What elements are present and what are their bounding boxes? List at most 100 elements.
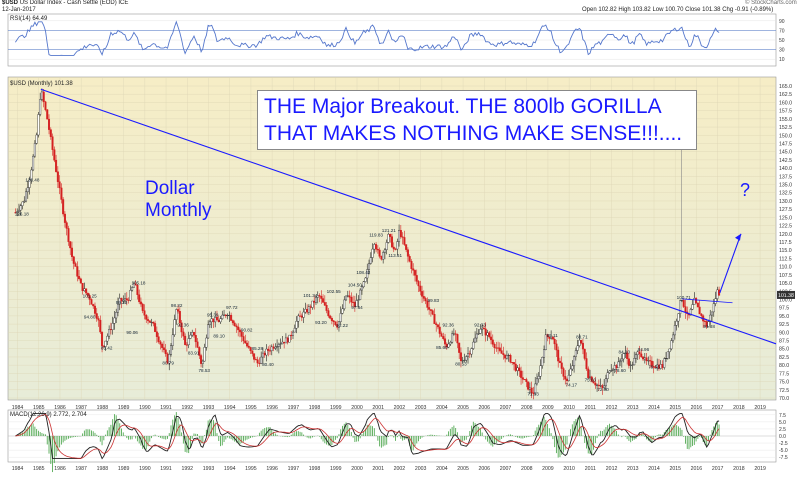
- candle-body: [116, 303, 119, 313]
- price-ytick-label: 70.0: [779, 396, 789, 402]
- candle-body: [698, 306, 701, 315]
- price-ytick-label: 127.5: [779, 207, 792, 213]
- candle-body: [415, 275, 418, 282]
- candle-body: [574, 350, 577, 357]
- candle-body: [596, 384, 599, 386]
- price-xtick-label: 1995: [245, 405, 257, 411]
- price-xtick-label: 2016: [691, 405, 703, 411]
- candle-body: [534, 383, 537, 395]
- price-xtick-label: 2000: [351, 405, 363, 411]
- candle-body: [32, 155, 35, 171]
- candle-body: [716, 289, 719, 299]
- candle-body: [375, 244, 378, 250]
- candle-body: [51, 136, 54, 150]
- candle-body: [58, 181, 61, 189]
- candle-body: [267, 348, 270, 351]
- candle-body: [429, 309, 432, 311]
- macd-xtick-label: 2016: [691, 466, 703, 472]
- candle-body: [447, 343, 450, 348]
- candle-body: [396, 241, 399, 250]
- candle-body: [610, 370, 613, 372]
- candle-body: [369, 257, 372, 264]
- candle-body: [228, 314, 231, 316]
- candle-body: [219, 318, 222, 323]
- candle-body: [28, 179, 31, 188]
- candle-body: [99, 319, 102, 333]
- price-xtick-label: 1990: [139, 405, 151, 411]
- candle-body: [696, 302, 699, 308]
- price-data-label: 121.21: [382, 228, 396, 233]
- price-ytick-label: 80.0: [779, 363, 789, 369]
- price-xtick-label: 1992: [181, 405, 193, 411]
- candle-body: [242, 336, 245, 342]
- price-ytick-label: 135.0: [779, 183, 792, 189]
- price-data-label: 126.18: [15, 211, 29, 216]
- price-data-label: 104.50: [348, 283, 362, 288]
- candle-body: [650, 360, 653, 367]
- candle-body: [546, 334, 549, 338]
- candle-body: [182, 331, 185, 337]
- candle-body: [428, 307, 431, 310]
- candle-body: [675, 320, 678, 326]
- price-ytick-label: 85.0: [779, 347, 789, 353]
- candle-body: [309, 306, 312, 308]
- candle-body: [408, 256, 411, 262]
- candle-body: [320, 296, 323, 299]
- candle-body: [438, 326, 441, 334]
- candle-body: [65, 222, 68, 229]
- candle-body: [405, 244, 408, 250]
- candle-body: [580, 339, 583, 344]
- low-label: Low: [652, 7, 664, 13]
- candle-body: [258, 362, 261, 364]
- candle-body: [516, 367, 519, 371]
- current-price-tag: [777, 290, 795, 299]
- candle-body: [406, 249, 409, 257]
- candle-body: [573, 356, 576, 367]
- candle-body: [55, 159, 58, 172]
- price-data-label: 84.10: [619, 350, 631, 355]
- candle-body: [611, 369, 614, 371]
- candle-body: [401, 236, 404, 238]
- callout-line-1: THE Major Breakout. THE 800lb GORILLA: [264, 95, 662, 118]
- candle-body: [106, 335, 109, 342]
- price-data-label: 98.32: [171, 303, 183, 308]
- macd-xtick-label: 1991: [160, 466, 172, 472]
- candle-body: [497, 347, 500, 349]
- candle-body: [318, 295, 321, 297]
- candle-body: [511, 362, 514, 364]
- candle-body: [691, 304, 694, 310]
- macd-xtick-label: 1992: [181, 466, 193, 472]
- price-data-label: 92.33: [474, 323, 486, 328]
- candle-body: [76, 266, 79, 277]
- header-title: $USD US Dollar Index - Cash Settle (EOD)…: [2, 0, 128, 6]
- candle-body: [544, 334, 547, 350]
- candle-body: [689, 309, 692, 316]
- candle-body: [260, 356, 263, 364]
- price-ytick-label: 112.5: [779, 256, 792, 262]
- candle-body: [435, 323, 438, 326]
- candle-body: [659, 364, 662, 369]
- candle-body: [44, 101, 47, 110]
- macd-xtick-label: 2007: [500, 466, 512, 472]
- breakout-callout: THE Major Breakout. THE 800lb GORILLA TH…: [257, 90, 697, 150]
- candle-body: [505, 355, 508, 359]
- price-data-label: 94.80: [84, 315, 96, 320]
- price-ytick-label: 75.0: [779, 380, 789, 386]
- macd-xtick-label: 1997: [288, 466, 300, 472]
- macd-tick-label: 5.0: [779, 420, 786, 426]
- candle-body: [666, 351, 669, 359]
- price-data-label: 85.60: [436, 345, 448, 350]
- candle-body: [74, 263, 77, 267]
- callout-line-2: THAT MAKES NOTHING MAKE SENSE!!!....: [264, 122, 683, 145]
- price-data-label: 95.39: [207, 313, 219, 318]
- candle-body: [456, 334, 459, 344]
- price-xtick-label: 2005: [457, 405, 469, 411]
- candle-body: [633, 358, 636, 366]
- price-xtick-label: 1994: [224, 405, 236, 411]
- candle-body: [403, 237, 406, 245]
- chg-value: -0.91 (-0.89%): [734, 7, 774, 13]
- candle-body: [108, 329, 111, 337]
- candle-body: [223, 314, 226, 316]
- candle-body: [350, 296, 353, 303]
- candle-body: [136, 285, 139, 295]
